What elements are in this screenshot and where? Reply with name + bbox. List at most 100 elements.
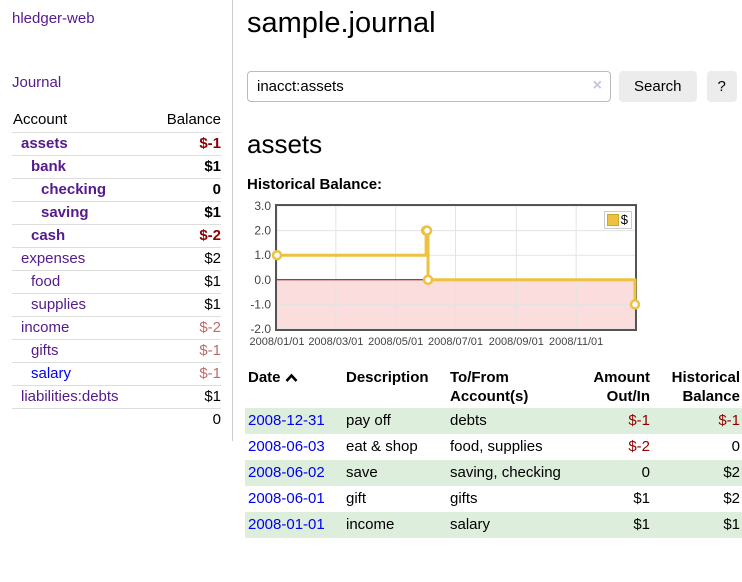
search-button[interactable]: Search (619, 71, 697, 102)
transaction-date-link[interactable]: 2008-06-02 (248, 464, 325, 481)
transaction-balance: $2 (723, 464, 740, 481)
account-link[interactable]: saving (41, 204, 89, 221)
account-balance: $1 (149, 385, 221, 409)
account-row: supplies $1 (12, 293, 221, 317)
account-link[interactable]: supplies (31, 296, 87, 313)
transaction-description: save (346, 464, 378, 481)
account-name-cell: saving (12, 201, 150, 225)
help-button[interactable]: ? (706, 71, 737, 102)
transaction-date-cell: 2008-01-01 (245, 512, 343, 538)
accounts-table: Account Balance assets $-1 bank $1 checking 0… (12, 108, 221, 431)
transaction-date-cell: 2008-06-02 (245, 460, 343, 486)
account-row: income $-2 (12, 316, 221, 340)
account-name-cell: income (12, 316, 150, 340)
account-balance: $1 (149, 201, 221, 225)
accounts-table-body: assets $-1 bank $1 checking 0 saving $1 cash $-2 e… (12, 132, 221, 409)
account-balance: 0 (149, 178, 221, 202)
transaction-date-link[interactable]: 2008-06-01 (248, 490, 325, 507)
svg-text:2008/01/01: 2008/01/01 (249, 336, 304, 348)
transaction-amount: $1 (633, 516, 650, 533)
page-title: sample.journal (247, 7, 436, 39)
account-link[interactable]: checking (41, 181, 107, 198)
account-name-cell: supplies (12, 293, 150, 317)
legend-label: $ (620, 212, 628, 227)
transactions-table-body: 2008-12-31 pay off debts $-1 $-1 2008-06-03 ea… (245, 408, 742, 538)
transactions-header-accounts: To/From Account(s) (450, 369, 529, 405)
app-brand-link[interactable]: hledger-web (12, 10, 95, 27)
accounts-total-value: 0 (149, 408, 221, 431)
transaction-description: gift (346, 490, 367, 507)
transaction-date-link[interactable]: 2008-01-01 (248, 516, 325, 533)
account-balance: $1 (149, 155, 221, 179)
transaction-date-link[interactable]: 2008-06-03 (248, 438, 325, 455)
svg-text:-2.0: -2.0 (250, 322, 271, 336)
transactions-header-date[interactable]: Date (245, 366, 343, 408)
sidebar: hledger-web Journal Account Balance asse… (0, 0, 233, 441)
transaction-row: 2008-06-01 gift gifts $1 $2 (245, 486, 742, 512)
transactions-header-row: Date Description To/From Account(s) Amou… (245, 366, 742, 408)
search-input[interactable] (247, 71, 611, 102)
transaction-amount: $-1 (628, 412, 650, 429)
transactions-header-description: Description (346, 369, 429, 386)
account-row: bank $1 (12, 155, 221, 179)
account-row: expenses $2 (12, 247, 221, 271)
account-link[interactable]: salary (31, 365, 72, 382)
accounts-header-balance: Balance (149, 108, 221, 133)
transaction-date-cell: 2008-06-03 (245, 434, 343, 460)
transaction-row: 2008-06-03 eat & shop food, supplies $-2 0 (245, 434, 742, 460)
account-row: gifts $-1 (12, 339, 221, 363)
svg-text:2.0: 2.0 (254, 224, 271, 238)
transactions-header-amount: Amount Out/In (593, 369, 650, 405)
account-balance: $-2 (149, 224, 221, 248)
transactions-table: Date Description To/From Account(s) Amou… (245, 366, 742, 538)
transaction-accounts: food, supplies (450, 438, 543, 455)
account-name-cell: expenses (12, 247, 150, 271)
transaction-row: 2008-12-31 pay off debts $-1 $-1 (245, 408, 742, 434)
account-balance: $2 (149, 247, 221, 271)
account-row: cash $-2 (12, 224, 221, 248)
account-link[interactable]: bank (31, 158, 67, 175)
account-link[interactable]: gifts (31, 342, 59, 359)
account-link[interactable]: food (31, 273, 61, 290)
account-link[interactable]: liabilities:debts (21, 388, 119, 405)
transaction-accounts: debts (450, 412, 487, 429)
account-balance: $1 (149, 293, 221, 317)
transaction-amount: $-2 (628, 438, 650, 455)
transaction-balance: $-1 (718, 412, 740, 429)
svg-text:-1.0: -1.0 (250, 297, 271, 311)
account-name-cell: food (12, 270, 150, 294)
transaction-row: 2008-06-02 save saving, checking 0 $2 (245, 460, 742, 486)
chart-legend: $ (603, 211, 632, 229)
transaction-description: eat & shop (346, 438, 418, 455)
account-name-cell: assets (12, 132, 150, 156)
account-name-cell: checking (12, 178, 150, 202)
accounts-header-row: Account Balance (12, 108, 221, 133)
transaction-row: 2008-01-01 income salary $1 $1 (245, 512, 742, 538)
account-row: saving $1 (12, 201, 221, 225)
account-link[interactable]: income (21, 319, 70, 336)
account-balance: $-1 (149, 339, 221, 363)
chart-title: Historical Balance: (247, 176, 383, 193)
account-link[interactable]: expenses (21, 250, 86, 267)
accounts-total-row: 0 (12, 408, 221, 431)
svg-text:2008/07/01: 2008/07/01 (428, 336, 483, 348)
transaction-date-cell: 2008-06-01 (245, 486, 343, 512)
transaction-accounts: gifts (450, 490, 478, 507)
account-row: assets $-1 (12, 132, 221, 156)
account-balance: $-1 (149, 362, 221, 386)
svg-text:2008/03/01: 2008/03/01 (308, 336, 363, 348)
svg-text:3.0: 3.0 (254, 201, 271, 213)
transaction-date-link[interactable]: 2008-12-31 (248, 412, 325, 429)
transaction-balance: $2 (723, 490, 740, 507)
legend-swatch-icon (606, 214, 619, 226)
clear-search-icon[interactable]: × (592, 77, 602, 94)
accounts-header-account: Account (12, 108, 150, 133)
transactions-header-balance: Historical Balance (671, 369, 740, 405)
account-link[interactable]: cash (31, 227, 66, 244)
account-row: checking 0 (12, 178, 221, 202)
account-row: liabilities:debts $1 (12, 385, 221, 409)
account-link[interactable]: assets (21, 135, 68, 152)
transaction-amount: 0 (641, 464, 650, 481)
sidebar-item-journal[interactable]: Journal (12, 74, 62, 91)
